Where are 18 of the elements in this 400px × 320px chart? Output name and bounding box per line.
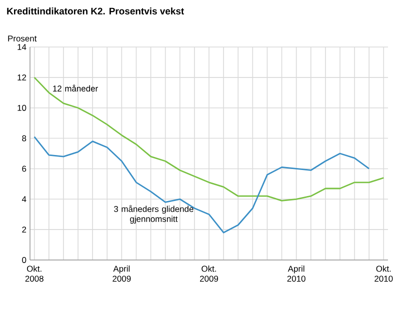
y-tick-label: 12: [18, 74, 26, 80]
y-tick-label: 14: [18, 44, 26, 50]
series-label: 12 måneder: [53, 84, 98, 92]
y-tick-label: 2: [22, 226, 26, 233]
y-tick-label: 0: [22, 257, 26, 263]
x-tick-label: Okt. 2008: [25, 266, 44, 282]
x-tick-label: Okt. 2009: [200, 266, 218, 282]
chart-title: Kredittindikatoren K2. Prosentvis vekst: [7, 8, 184, 14]
x-tick-label: April 2009: [112, 266, 131, 282]
y-axis-title: Prosent: [8, 36, 37, 42]
series-label: 3 måneders glidende gjennomsnitt: [114, 205, 194, 224]
y-tick-label: 8: [22, 135, 26, 142]
x-tick-label: Okt. 2010: [374, 266, 393, 282]
y-tick-label: 4: [22, 196, 26, 202]
y-tick-label: 6: [22, 166, 26, 172]
x-tick-label: April 2010: [287, 266, 306, 282]
y-tick-label: 10: [18, 104, 26, 111]
line-series: [34, 136, 370, 234]
